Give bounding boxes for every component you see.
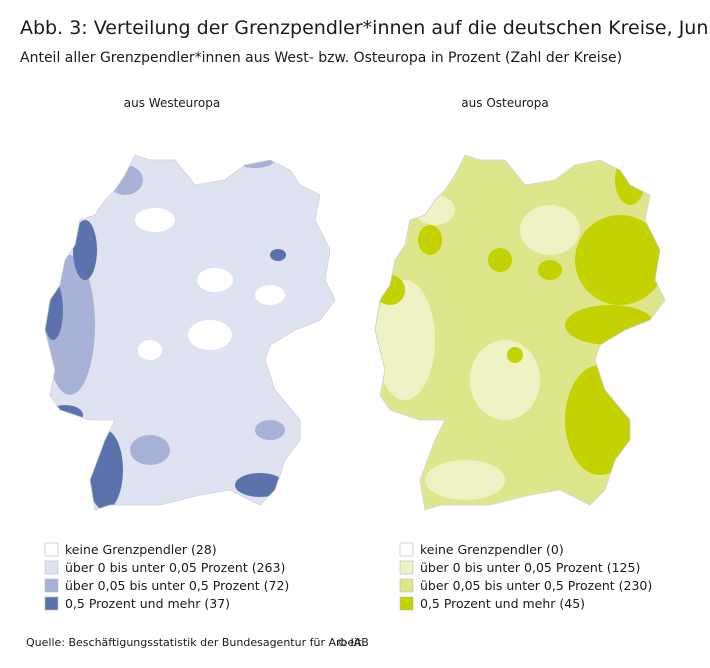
region — [470, 340, 540, 420]
legend-swatch — [399, 596, 414, 611]
legend-label: über 0,05 bis unter 0,5 Prozent (72) — [65, 578, 289, 593]
region — [135, 208, 175, 232]
legend-swatch — [399, 542, 414, 557]
region — [615, 155, 645, 205]
legend-swatch — [399, 578, 414, 593]
title: Abb. 3: Verteilung der Grenzpendler*inne… — [20, 17, 710, 39]
region — [45, 280, 63, 340]
legend-label: über 0,05 bis unter 0,5 Prozent (230) — [420, 578, 652, 593]
legend-swatch — [399, 560, 414, 575]
map-east — [374, 154, 666, 511]
region — [270, 249, 286, 261]
legend-swatch — [44, 560, 59, 575]
copyright: © IAB — [336, 636, 369, 649]
region — [47, 405, 83, 425]
legend-label: 0,5 Prozent und mehr (37) — [65, 596, 230, 611]
region — [565, 365, 635, 475]
legend-label: 0,5 Prozent und mehr (45) — [420, 596, 585, 611]
source: Quelle: Beschäftigungsstatistik der Bund… — [26, 636, 365, 649]
map-west — [44, 154, 336, 511]
region — [197, 268, 233, 292]
subtitle: Anteil aller Grenzpendler*innen aus West… — [20, 50, 622, 66]
legend-label: keine Grenzpendler (28) — [65, 542, 217, 557]
legend-label: keine Grenzpendler (0) — [420, 542, 564, 557]
map-label: aus Osteuropa — [461, 96, 548, 110]
legend-label: über 0 bis unter 0,05 Prozent (263) — [65, 560, 285, 575]
region — [575, 215, 665, 305]
region — [73, 220, 97, 280]
map-label: aus Westeuropa — [124, 96, 221, 110]
region — [375, 280, 435, 400]
region — [87, 430, 123, 510]
region — [418, 225, 442, 255]
region — [520, 205, 580, 255]
region — [130, 435, 170, 465]
legend-label: über 0 bis unter 0,05 Prozent (125) — [420, 560, 640, 575]
region — [507, 347, 523, 363]
region — [488, 248, 512, 272]
region — [235, 473, 285, 497]
region — [538, 260, 562, 280]
region — [255, 420, 285, 440]
region — [138, 340, 162, 360]
region — [107, 165, 143, 195]
region — [188, 320, 232, 350]
region — [255, 285, 285, 305]
legend-swatch — [44, 578, 59, 593]
legends: keine Grenzpendler (28) über 0 bis unter … — [44, 542, 652, 611]
legend-swatch — [44, 596, 59, 611]
legend-swatch — [44, 542, 59, 557]
region — [425, 460, 505, 500]
